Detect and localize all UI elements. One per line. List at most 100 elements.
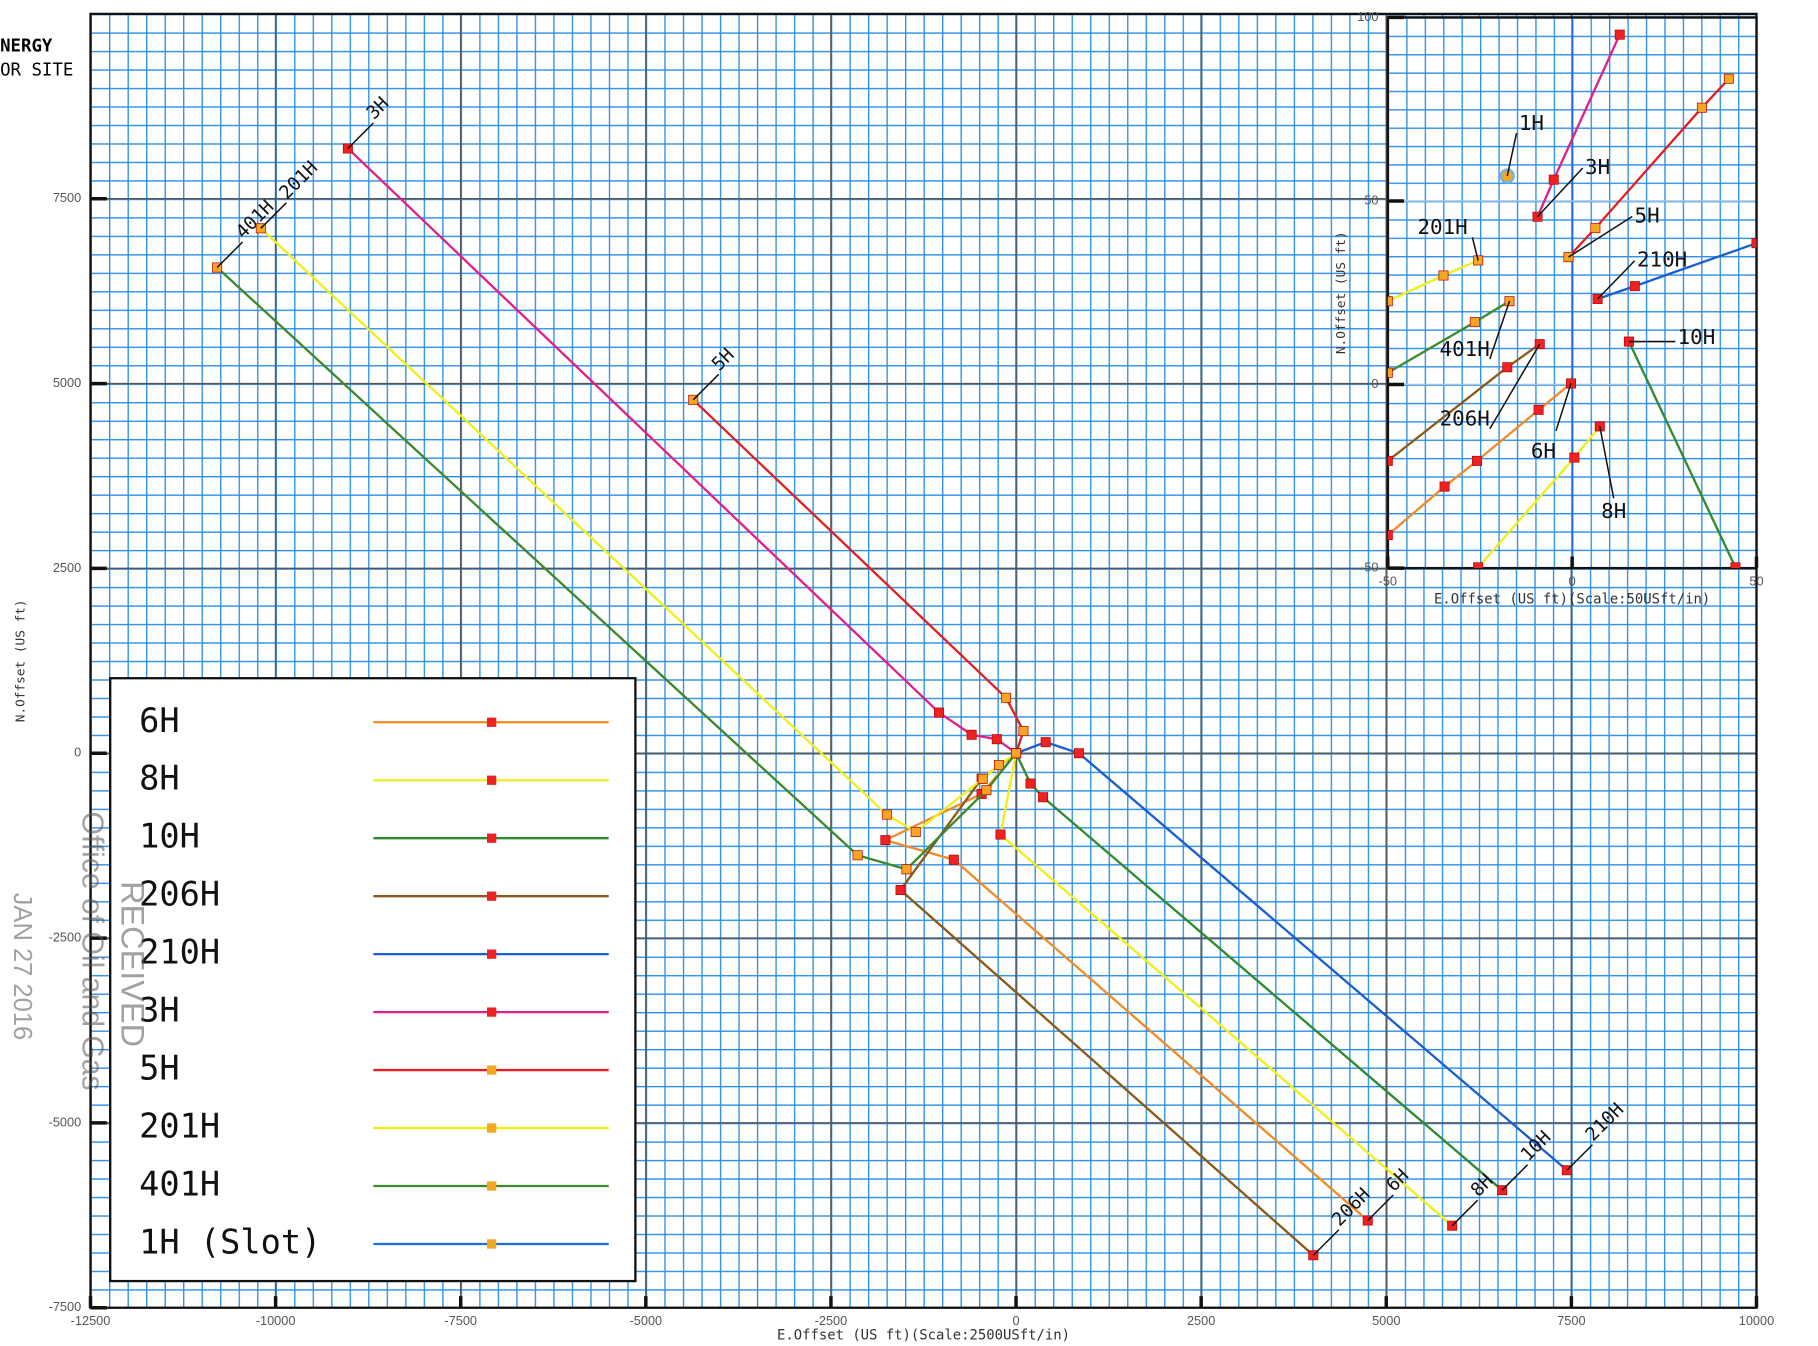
legend-marker (486, 1065, 497, 1075)
well-marker (880, 835, 891, 846)
y-tick-label: -5000 (49, 1114, 82, 1129)
y-tick-label: 0 (74, 745, 81, 760)
legend-marker (486, 833, 497, 843)
well-label: 210H (1637, 248, 1687, 272)
well-label: 401H (1440, 337, 1490, 361)
x-tick-label: 7500 (1557, 1313, 1585, 1328)
well-path (1014, 752, 1503, 1192)
well-marker (1696, 102, 1707, 113)
well-marker (977, 773, 988, 784)
well-marker (1502, 362, 1513, 373)
x-tick-label: -12500 (71, 1313, 111, 1328)
legend-marker (486, 1239, 497, 1249)
received-stamp: Office of Oil and Gas RECEIVED JAN 27 2016 (8, 812, 150, 1091)
well-marker (1569, 452, 1580, 463)
y-tick-label: 5000 (53, 375, 81, 390)
y-tick-label: 100 (1357, 9, 1378, 24)
well-marker (1497, 1185, 1508, 1196)
well-path (692, 399, 1025, 754)
legend-label: 201H (139, 1107, 220, 1146)
legend-marker (486, 1007, 497, 1017)
legend-label: 5H (139, 1049, 179, 1088)
legend-marker (486, 949, 497, 959)
legend-marker (486, 891, 497, 901)
well-marker (1548, 174, 1559, 185)
series-group (212, 143, 1572, 1261)
stamp-text: Office of Oil and Gas (76, 812, 109, 1091)
label-leader (1451, 1199, 1479, 1227)
well-marker (981, 785, 992, 796)
well-marker (852, 850, 863, 861)
y-tick-label: 2500 (53, 560, 81, 575)
legend-label: 6H (139, 701, 179, 740)
legend-label: 8H (139, 759, 179, 798)
x-tick-label: 2500 (1187, 1313, 1215, 1328)
well-marker (1614, 29, 1625, 40)
x-tick-label: 50 (1749, 573, 1763, 588)
well-marker (991, 734, 1002, 745)
plot-frame (1386, 16, 1758, 570)
plot-frame (89, 12, 1758, 1309)
label-leader (1367, 1194, 1394, 1222)
well-marker (1438, 270, 1449, 281)
x-tick-label: 0 (1012, 1313, 1019, 1328)
legend-label: 3H (139, 991, 179, 1030)
label-leader (1471, 237, 1479, 261)
label-leader (1312, 1229, 1340, 1256)
well-marker (901, 864, 912, 875)
well-label: 1H (1519, 111, 1544, 135)
label-leader (1555, 383, 1572, 432)
legend-label: 1H (Slot) (139, 1222, 321, 1261)
x-tick-label: -50 (1379, 573, 1397, 588)
well-path (1627, 341, 1737, 568)
label-leader (1597, 260, 1636, 300)
x-tick-label: -2500 (815, 1313, 848, 1328)
well-marker (1751, 238, 1757, 249)
y-tick-label: 0 (1371, 376, 1378, 391)
well-marker (1387, 296, 1393, 307)
y-tick-label: -7500 (49, 1299, 82, 1314)
well-marker (1730, 562, 1741, 569)
well-marker (1387, 530, 1393, 541)
stamp-text: RECEIVED (114, 881, 150, 1047)
label-leader (1489, 343, 1541, 430)
well-marker (1073, 748, 1084, 759)
well-marker (1038, 792, 1049, 803)
well-label: 10H (1678, 325, 1716, 349)
well-marker (994, 760, 1005, 771)
well-marker (1563, 252, 1574, 263)
legend-label: 206H (139, 875, 220, 914)
legend-marker (486, 775, 497, 785)
y-tick-label: -2500 (49, 929, 82, 944)
well-marker (966, 729, 977, 740)
well-marker (995, 829, 1006, 840)
well-marker (1590, 223, 1601, 234)
label-leader (1566, 1144, 1593, 1171)
x-tick-label: 10000 (1739, 1313, 1774, 1328)
well-marker (1387, 455, 1393, 466)
y-tick-label: -50 (1360, 559, 1378, 574)
legend-marker (486, 1181, 497, 1191)
well-marker (934, 707, 945, 718)
well-marker (1387, 367, 1393, 378)
well-marker (1439, 481, 1450, 492)
well-marker (342, 143, 353, 154)
label-leader (1599, 426, 1615, 499)
x-tick-label: -10000 (256, 1313, 296, 1328)
well-marker (1025, 778, 1036, 789)
x-tick-label: 5000 (1372, 1313, 1400, 1328)
x-axis-label: E.Offset (US ft)(Scale:2500USft/in) (777, 1328, 1070, 1344)
label-leader (1489, 300, 1511, 360)
stamp-text: JAN 27 2016 (8, 893, 36, 1040)
well-marker (1018, 726, 1029, 737)
well-marker (895, 885, 906, 896)
legend-marker (486, 1123, 497, 1133)
label-leader (216, 241, 244, 269)
well-label: 206H (1440, 406, 1490, 430)
label-leader (1506, 132, 1518, 177)
y-axis-label: N.Offset (US ft) (1334, 231, 1349, 354)
well-label: 3H (1585, 155, 1610, 179)
label-leader (692, 373, 720, 401)
